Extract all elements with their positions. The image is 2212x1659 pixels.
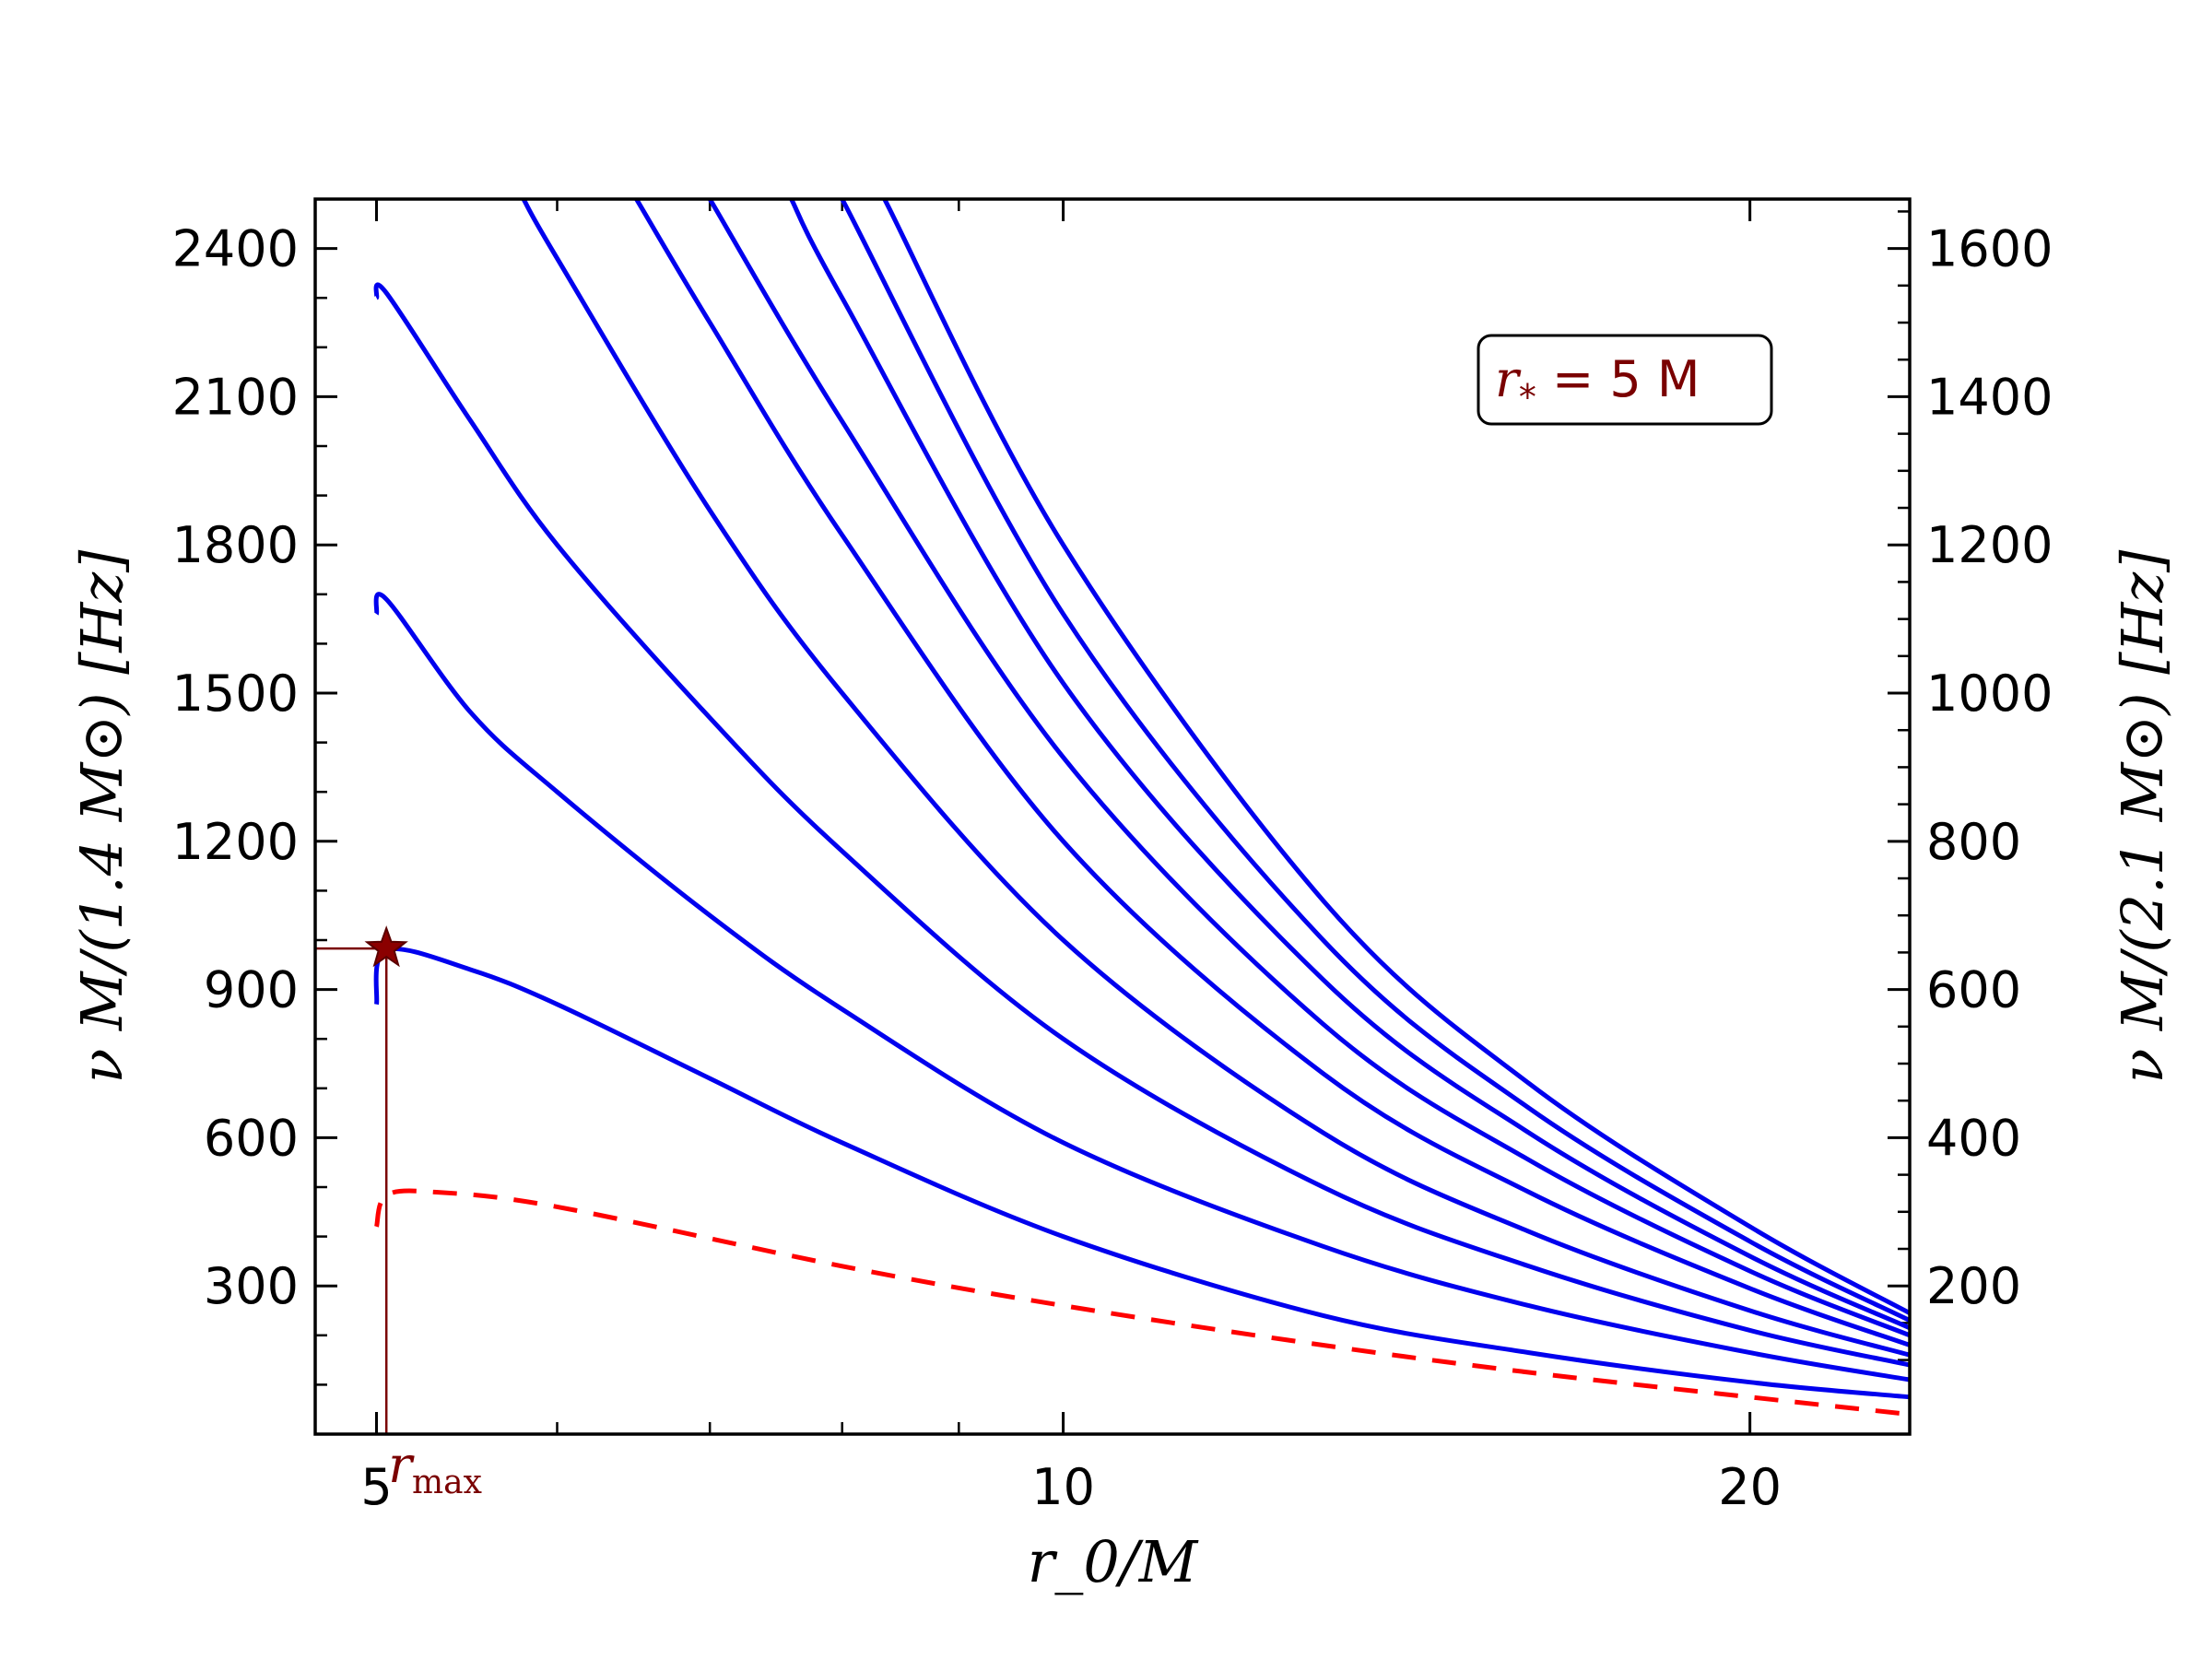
series-line-6	[708, 199, 1910, 1338]
y-left-tick-label: 900	[204, 961, 299, 1019]
r-max-star-marker	[364, 925, 408, 968]
y-left-tick-label: 600	[204, 1109, 299, 1167]
tick-labels: 300 600 900 1200 1500 1800 2100 2400 200 400 600 80…	[172, 220, 2053, 1516]
r-max-label: rmax	[388, 1436, 482, 1501]
x-axis-label: r_0/M	[1028, 1528, 1199, 1595]
marker-group: rmax	[315, 925, 482, 1501]
x-tick-label: 5	[360, 1458, 392, 1516]
y-right-tick-label: 800	[1926, 813, 2021, 871]
annotation-box: r* = 5 M	[1477, 334, 1773, 426]
annotation-suffix: = 5 M	[1536, 350, 1700, 408]
series-line-0	[374, 1188, 1910, 1418]
annotation-subscript: *	[1519, 377, 1536, 418]
y-left-tick-label: 1800	[172, 516, 299, 574]
r-max-label-subscript: max	[412, 1464, 482, 1501]
x-tick-label: 10	[1031, 1458, 1095, 1516]
y-right-tick-label: 400	[1926, 1109, 2021, 1167]
y-right-tick-label: 1000	[1926, 665, 2053, 723]
annotation-text: r* = 5 M	[1495, 350, 1700, 418]
y-left-tick-label: 2400	[172, 220, 299, 278]
y-left-tick-label: 1500	[172, 665, 299, 723]
series-line-4	[521, 199, 1910, 1358]
y-left-tick-label: 300	[204, 1257, 299, 1315]
series-line-3	[373, 282, 1910, 1368]
y-left-tick-label: 1200	[172, 813, 299, 871]
y-right-tick-label: 600	[1926, 961, 2021, 1019]
y-left-tick-label: 2100	[172, 368, 299, 426]
series-line-7	[789, 199, 1910, 1331]
series-line-8	[840, 199, 1910, 1323]
y-right-tick-label: 200	[1926, 1257, 2021, 1315]
series-group	[373, 199, 1910, 1418]
y-axis-label-right: ν M/(2.1 M⊙) [Hz]	[2109, 549, 2176, 1084]
y-right-tick-label: 1600	[1926, 220, 2053, 278]
x-tick-label: 20	[1718, 1458, 1782, 1516]
annotation-prefix: r	[1495, 350, 1522, 408]
r-max-label-prefix: r	[388, 1436, 415, 1494]
plot-frame	[313, 197, 1912, 1436]
series-line-2	[373, 592, 1910, 1382]
y-right-tick-label: 1200	[1926, 516, 2053, 574]
y-right-tick-label: 1400	[1926, 368, 2053, 426]
series-line-9	[882, 199, 1910, 1315]
y-axis-label-left: ν M/(1.4 M⊙) [Hz]	[68, 549, 135, 1084]
axis-ticks	[315, 199, 1910, 1434]
series-line-5	[634, 199, 1910, 1347]
series-line-1	[373, 947, 1910, 1400]
